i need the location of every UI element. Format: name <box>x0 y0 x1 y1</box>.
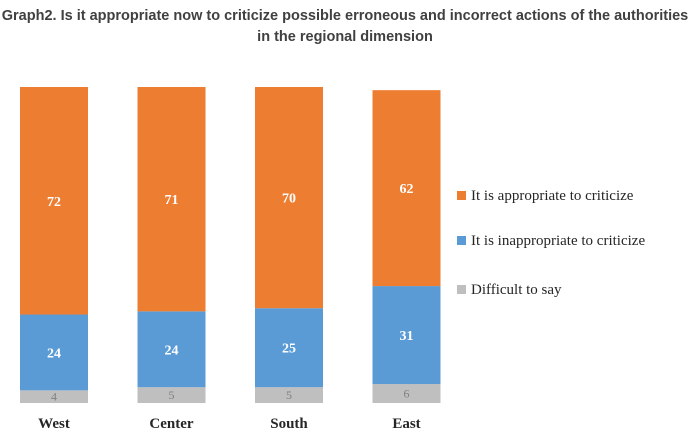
data-label: 5 <box>169 388 175 402</box>
data-label: 62 <box>400 182 414 197</box>
data-label: 72 <box>47 195 61 210</box>
legend-entry: It is appropriate to criticize <box>471 188 634 204</box>
category-label-east: East <box>392 416 420 432</box>
legend-swatch <box>457 236 466 245</box>
data-label: 71 <box>165 193 179 208</box>
bar-segment-center-0 <box>137 387 206 403</box>
bar-segment-center-2 <box>137 87 206 312</box>
bar-segment-south-2 <box>255 87 323 309</box>
data-label: 24 <box>165 343 179 358</box>
legend-swatch <box>457 285 466 294</box>
bar-segment-south-0 <box>255 387 323 403</box>
bar-segment-east-0 <box>372 384 441 403</box>
data-label: 6 <box>404 387 410 401</box>
legend-entry: Difficult to say <box>471 282 562 298</box>
data-label: 24 <box>47 346 61 361</box>
bar-segment-south-1 <box>255 308 323 388</box>
bar-segment-east-1 <box>372 286 441 385</box>
bar-segment-west-1 <box>20 314 88 391</box>
category-label-center: Center <box>149 416 193 432</box>
data-label: 70 <box>282 192 296 207</box>
bar-segment-center-1 <box>137 311 206 388</box>
data-label: 4 <box>51 390 57 404</box>
chart-title: Graph2. Is it appropriate now to critici… <box>1 8 689 45</box>
legend-swatch <box>457 191 466 200</box>
bar-segment-west-2 <box>20 87 88 315</box>
category-label-south: South <box>270 416 308 432</box>
data-label: 5 <box>286 388 292 402</box>
legend-entry: It is inappropriate to criticize <box>471 233 645 249</box>
data-label: 25 <box>282 342 296 357</box>
bar-segment-west-0 <box>20 390 88 403</box>
bar-segment-east-2 <box>372 90 441 287</box>
category-label-west: West <box>38 416 70 432</box>
data-label: 31 <box>400 329 414 344</box>
